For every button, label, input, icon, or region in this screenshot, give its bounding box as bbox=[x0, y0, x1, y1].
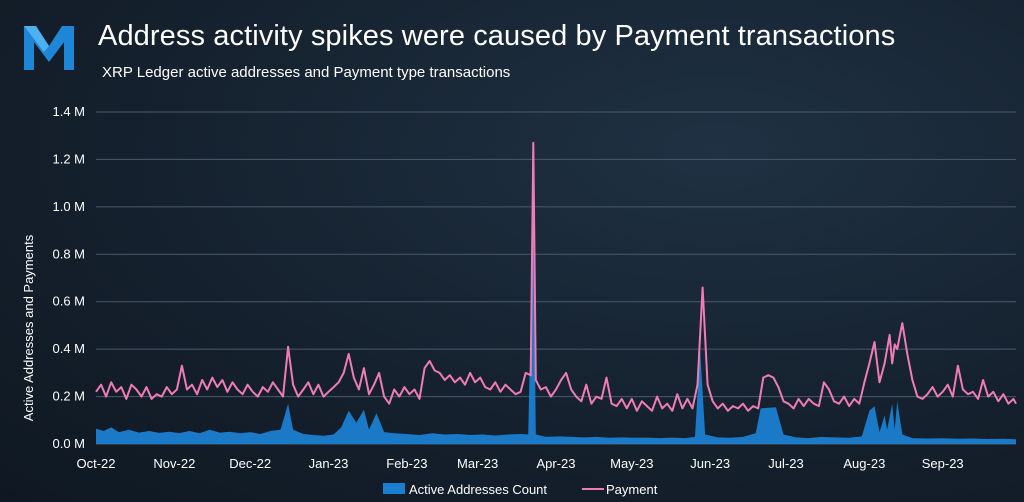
area-series-group bbox=[96, 206, 1016, 444]
chart-title: Address activity spikes were caused by P… bbox=[98, 20, 896, 52]
y-tick-label: 0.0 M bbox=[52, 436, 85, 451]
legend-label-line: Payment bbox=[606, 482, 658, 497]
y-axis-ticks: 0.0 M 0.2 M 0.4 M 0.6 M 0.8 M 1.0 M 1.2 M 1.4 M bbox=[52, 104, 85, 451]
x-tick-label: Oct-22 bbox=[76, 456, 115, 471]
legend: Active Addresses Count Payment bbox=[383, 482, 658, 497]
x-tick-label: Jul-23 bbox=[768, 456, 803, 471]
x-tick-label: Jun-23 bbox=[690, 456, 730, 471]
legend-label-area: Active Addresses Count bbox=[409, 482, 547, 497]
y-tick-label: 0.8 M bbox=[52, 246, 85, 261]
x-axis-ticks: Oct-22 Nov-22 Dec-22 Jan-23 Feb-23 Mar-23 Apr-… bbox=[76, 456, 963, 471]
x-tick-label: Aug-23 bbox=[843, 456, 885, 471]
y-tick-label: 0.4 M bbox=[52, 341, 85, 356]
x-tick-label: Sep-23 bbox=[922, 456, 964, 471]
x-tick-label: Apr-23 bbox=[536, 456, 575, 471]
line-series-group bbox=[95, 141, 1017, 412]
series-active-addresses-area bbox=[96, 206, 1016, 444]
company-logo bbox=[24, 26, 74, 70]
y-tick-label: 1.2 M bbox=[52, 151, 85, 166]
gridlines bbox=[96, 111, 1016, 445]
x-tick-label: Jan-23 bbox=[309, 456, 349, 471]
chart-subtitle: XRP Ledger active addresses and Payment … bbox=[102, 64, 511, 81]
x-tick-label: May-23 bbox=[610, 456, 653, 471]
x-tick-label: Nov-22 bbox=[153, 456, 195, 471]
y-tick-label: 0.2 M bbox=[52, 389, 85, 404]
x-tick-label: Dec-22 bbox=[229, 456, 271, 471]
x-tick-label: Feb-23 bbox=[386, 456, 427, 471]
series-payment-line bbox=[95, 141, 1017, 412]
y-axis-label: Active Addresses and Payments bbox=[21, 234, 36, 421]
y-tick-label: 1.4 M bbox=[52, 104, 85, 119]
legend-swatch-area bbox=[383, 483, 405, 494]
y-tick-label: 1.0 M bbox=[52, 199, 85, 214]
y-tick-label: 0.6 M bbox=[52, 294, 85, 309]
x-tick-label: Mar-23 bbox=[457, 456, 498, 471]
